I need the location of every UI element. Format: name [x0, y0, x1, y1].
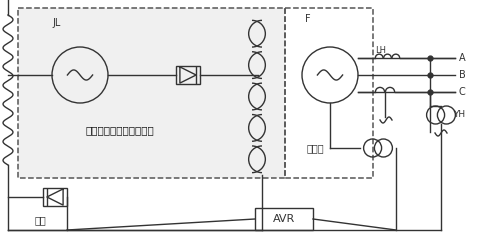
- Bar: [285, 8, 373, 178]
- Text: YH: YH: [453, 110, 465, 119]
- Bar: [18, 8, 285, 178]
- Text: B: B: [459, 70, 466, 80]
- Text: 助磁机电枢及旋转整流器: 助磁机电枢及旋转整流器: [85, 125, 154, 135]
- Text: AVR: AVR: [273, 214, 295, 224]
- Text: JL: JL: [52, 18, 60, 28]
- Bar: [255, 208, 313, 230]
- Text: 励磁变: 励磁变: [307, 143, 325, 153]
- Bar: [176, 66, 200, 84]
- Text: 触发: 触发: [35, 215, 47, 225]
- Text: F: F: [305, 14, 310, 24]
- Text: C: C: [459, 87, 466, 97]
- Text: LH: LH: [375, 46, 386, 55]
- Text: A: A: [459, 53, 466, 63]
- Bar: [43, 188, 67, 206]
